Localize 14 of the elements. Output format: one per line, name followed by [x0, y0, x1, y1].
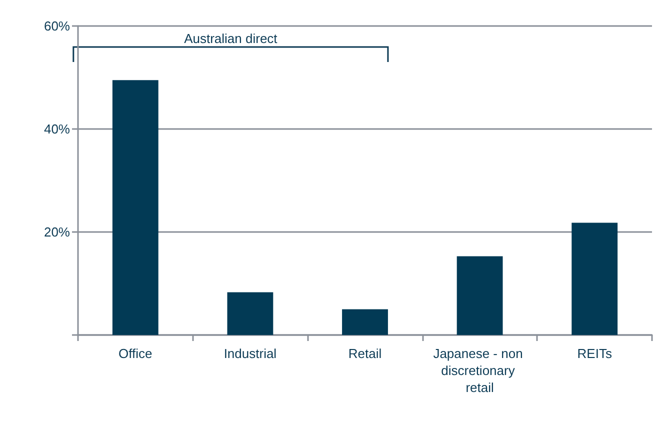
- annotation: Australian direct: [184, 31, 278, 46]
- bar: [342, 309, 388, 335]
- bar: [572, 222, 618, 335]
- bar: [112, 80, 158, 335]
- x-tick-label: REITs: [577, 346, 612, 361]
- x-tick-label: Retail: [348, 346, 382, 361]
- x-tick-label: Industrial: [224, 346, 277, 361]
- y-tick-label: 60%: [44, 18, 70, 34]
- y-tick-label: 20%: [44, 224, 70, 240]
- x-tick-label: Japanese - non discretionary retail: [433, 346, 526, 395]
- bar: [456, 256, 503, 335]
- x-tick-label: Office: [118, 346, 152, 361]
- y-tick-label: 40%: [44, 122, 70, 136]
- bar: [227, 292, 274, 335]
